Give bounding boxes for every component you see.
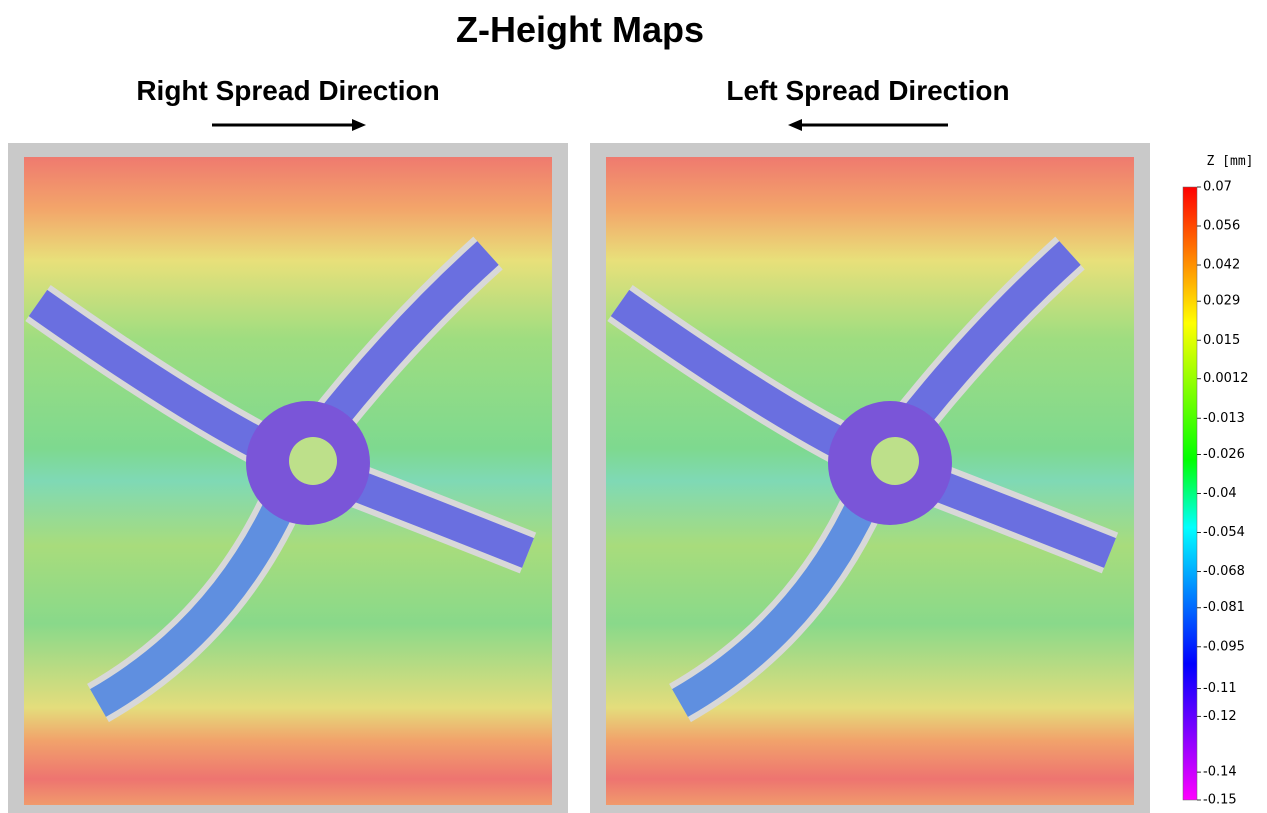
arrow [788,119,948,131]
colorbar-label: Z [mm] [1207,154,1254,169]
tick-label: -0.068 [1203,564,1245,579]
tick-label: 0.042 [1203,258,1240,273]
tick-label: -0.12 [1203,709,1237,724]
tick-label: -0.11 [1203,681,1237,696]
tick-label: -0.095 [1203,639,1245,654]
figure: Z-Height Maps Right Spread Direction Lef… [0,0,1267,813]
tick-label: -0.081 [1203,600,1245,615]
tick-label: -0.14 [1203,765,1237,780]
tick-label: -0.013 [1203,411,1245,426]
height-map [8,143,568,813]
panel-label: Left Spread Direction [726,75,1009,106]
tick-label: -0.054 [1203,525,1245,540]
tick-label: -0.15 [1203,793,1237,808]
panel-label: Right Spread Direction [136,75,439,106]
tick-label: 0.029 [1203,294,1240,309]
tick-label: 0.0012 [1203,371,1249,386]
height-map [590,143,1150,813]
tick-label: -0.04 [1203,486,1237,501]
tick-label: 0.07 [1203,180,1232,195]
colorbar [1183,187,1197,800]
tick-label: 0.015 [1203,333,1240,348]
tick-label: -0.026 [1203,447,1245,462]
arrow [212,119,366,131]
tick-label: 0.056 [1203,219,1240,234]
figure-title: Z-Height Maps [456,9,704,50]
